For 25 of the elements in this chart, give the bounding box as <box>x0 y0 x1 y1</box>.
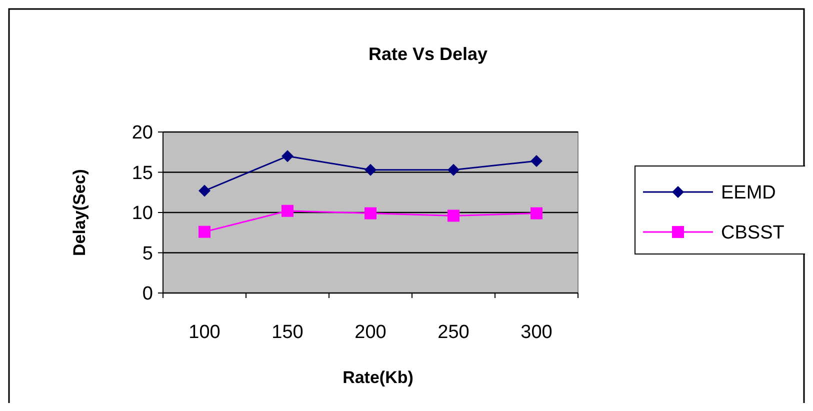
y-tick-label: 0 <box>142 284 153 305</box>
point <box>364 207 376 220</box>
x-tick-label: 200 <box>354 322 386 343</box>
y-tick-label: 15 <box>132 162 153 184</box>
point <box>448 210 460 222</box>
y-tick-label: 20 <box>132 122 153 144</box>
point <box>198 184 210 197</box>
x-tick-label: 300 <box>520 322 552 343</box>
y-tick-label: 10 <box>132 203 153 224</box>
chart-title: Rate Vs Delay <box>368 44 488 64</box>
point <box>530 154 542 167</box>
legend-label: CBSST <box>721 222 785 244</box>
point <box>198 226 210 238</box>
point <box>364 164 376 176</box>
point <box>282 204 294 217</box>
y-axis-title: Delay(Sec) <box>70 169 89 256</box>
point <box>530 207 542 220</box>
point <box>282 150 294 162</box>
x-tick-label: 250 <box>438 322 470 343</box>
point <box>448 164 460 176</box>
x-tick-label: 150 <box>272 322 304 343</box>
y-tick-label: 5 <box>142 243 153 264</box>
legend-label: EEMD <box>721 182 776 204</box>
x-tick-label: 100 <box>188 322 220 343</box>
x-axis-title: Rate(Kb) <box>342 368 414 387</box>
